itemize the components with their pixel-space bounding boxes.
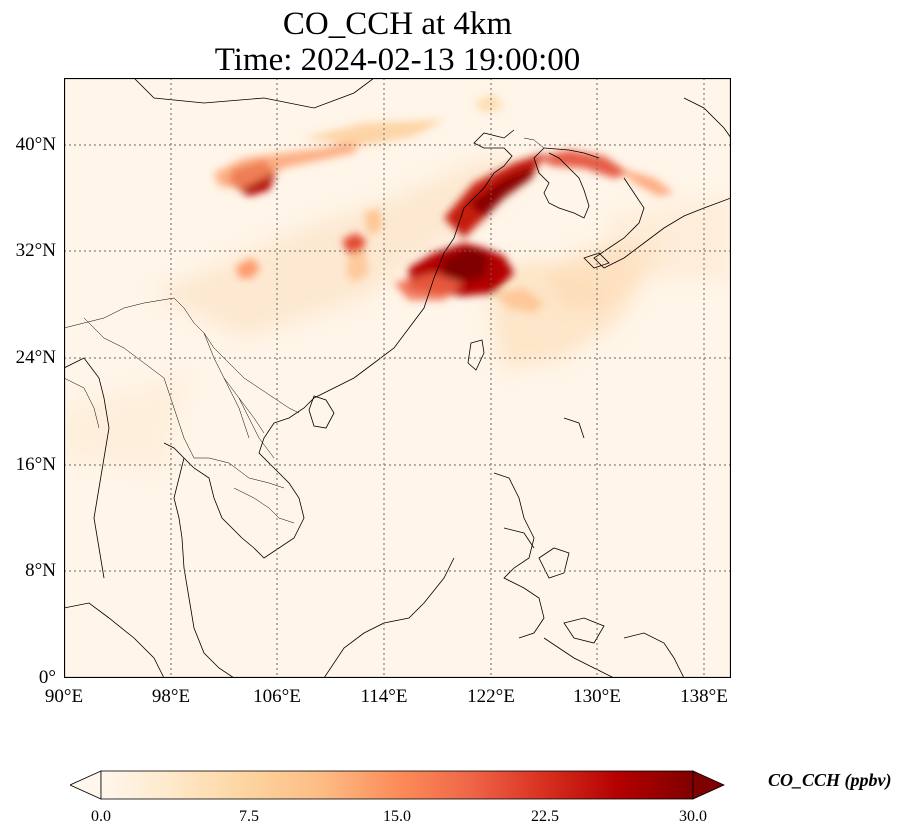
map-frame [64,78,731,678]
lat-tick-label: 32°N [15,240,56,261]
concentration-field [64,93,731,468]
colorbar-tick-label: 0.0 [91,808,111,825]
lon-tick-label: 106°E [253,686,301,707]
lon-tick-label: 130°E [573,686,621,707]
plume-sichuan [236,258,260,278]
map-panel [64,78,731,678]
colorbar-gradient [100,770,694,800]
coastlines [64,78,731,678]
lat-tick-label: 8°N [25,560,56,581]
lon-tick-label: 114°E [360,686,408,707]
lon-tick-label: 122°E [467,686,515,707]
lat-tick-label: 0° [38,667,56,688]
lon-tick-label: 98°E [151,686,191,707]
colorbar-tick-label: 30.0 [679,808,707,825]
chart-subtitle: Time: 2024-02-13 19:00:00 [214,42,581,78]
colorbar-extend-max [692,770,725,800]
chart-title: CO_CCH at 4km [282,6,513,42]
map-background [64,78,731,678]
colorbar-extend-min [70,770,102,800]
colorbar [70,770,725,800]
lat-tick-label: 16°N [15,454,56,475]
colorbar-label: CO_CCH (ppbv) [768,770,892,790]
lon-tick-label: 138°E [680,686,728,707]
lon-tick-label: 90°E [44,686,84,707]
gridlines [64,78,731,678]
colorbar-tick-label: 22.5 [531,808,559,825]
lat-tick-label: 40°N [15,134,56,155]
country-borders [64,137,545,524]
plume-central-china [342,233,366,254]
colorbar-tick-label: 7.5 [239,808,259,825]
lat-tick-label: 24°N [15,347,56,368]
colorbar-tick-label: 15.0 [383,808,411,825]
